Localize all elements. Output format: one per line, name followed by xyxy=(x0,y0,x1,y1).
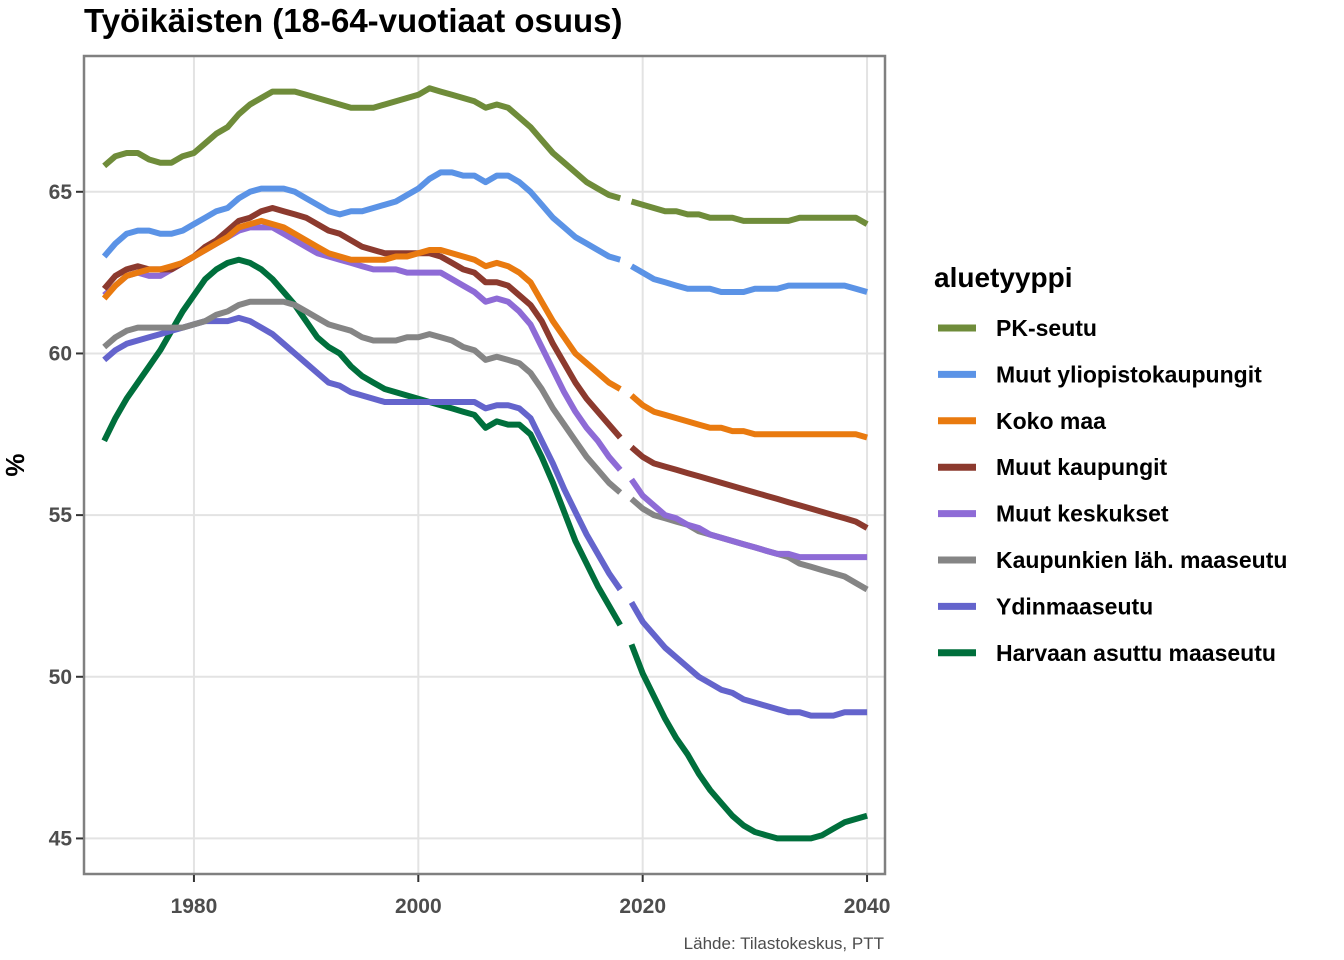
legend-label: Koko maa xyxy=(996,408,1106,434)
legend-item: Koko maa xyxy=(938,408,1106,434)
series-line-projection xyxy=(629,477,868,561)
y-tick-label: 50 xyxy=(49,666,72,689)
grid xyxy=(84,56,885,874)
chart-title: Työikäisten (18-64-vuotiaat osuus) xyxy=(84,2,623,39)
y-tick-label: 60 xyxy=(49,342,72,365)
legend-item: Harvaan asuttu maaseutu xyxy=(938,640,1276,666)
series-line-history xyxy=(102,85,622,202)
x-tick-label: 1980 xyxy=(171,895,218,918)
legend: aluetyyppi PK-seutu Muut yliopistokaupung… xyxy=(934,262,1287,666)
series-line-projection xyxy=(628,643,868,842)
legend-label: Kaupunkien läh. maaseutu xyxy=(996,547,1287,573)
series-line-projection xyxy=(630,263,868,295)
x-tick-label: 2040 xyxy=(844,895,891,918)
series-line-history xyxy=(101,217,622,392)
x-tick-label: 2020 xyxy=(619,895,666,918)
series-line-history xyxy=(101,256,623,627)
series-6 xyxy=(102,314,868,719)
series-line-projection xyxy=(628,600,868,719)
legend-label: Muut kaupungit xyxy=(996,454,1168,480)
legend-item: PK-seutu xyxy=(938,315,1097,341)
series-7 xyxy=(101,256,868,842)
legend-item: Kaupunkien läh. maaseutu xyxy=(938,547,1287,573)
y-axis-title: % xyxy=(0,453,30,476)
series-0 xyxy=(102,85,869,227)
legend-title: aluetyyppi xyxy=(934,262,1072,293)
series-3 xyxy=(101,205,869,531)
series-line-projection xyxy=(630,198,869,227)
y-tick-label: 45 xyxy=(49,827,73,850)
legend-label: Muut yliopistokaupungit xyxy=(996,361,1262,387)
legend-item: Muut yliopistokaupungit xyxy=(938,361,1262,387)
series-line-history xyxy=(101,169,622,263)
series-line-history xyxy=(101,205,623,440)
series-line-projection xyxy=(629,393,868,441)
series-2 xyxy=(101,217,868,441)
series-line-projection xyxy=(629,444,869,531)
series-line-history xyxy=(102,298,623,495)
legend-label: PK-seutu xyxy=(996,315,1097,341)
y-tick-label: 55 xyxy=(49,504,73,527)
caption: Lähde: Tilastokeskus, PTT xyxy=(684,934,884,953)
series-1 xyxy=(101,169,868,295)
legend-label: Ydinmaaseutu xyxy=(996,593,1153,619)
axes: 1980 2000 2020 2040 45 50 55 60 65 xyxy=(49,181,891,918)
y-tick-label: 65 xyxy=(49,181,73,204)
legend-label: Muut keskukset xyxy=(996,501,1169,527)
series-4 xyxy=(102,224,868,561)
x-tick-label: 2000 xyxy=(395,895,442,918)
legend-item: Muut keskukset xyxy=(938,501,1169,527)
plot-panel xyxy=(82,54,887,876)
legend-item: Ydinmaaseutu xyxy=(938,593,1153,619)
plot-series xyxy=(101,85,869,842)
legend-item: Muut kaupungit xyxy=(938,454,1168,480)
legend-label: Harvaan asuttu maaseutu xyxy=(996,640,1276,666)
